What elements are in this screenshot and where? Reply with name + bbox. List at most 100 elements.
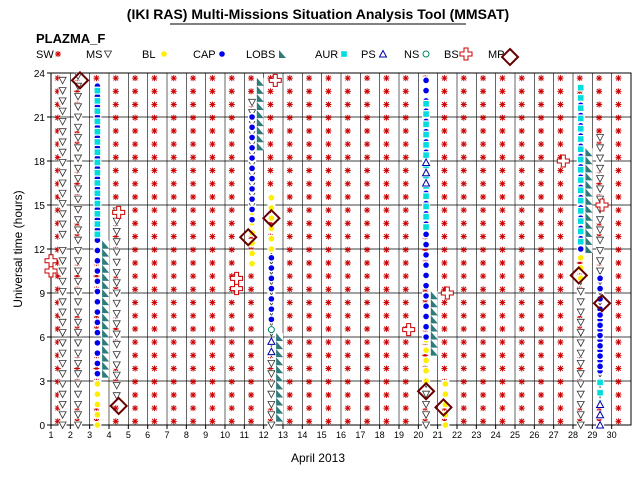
sw-point — [518, 75, 525, 82]
sw-point — [132, 180, 139, 187]
sw-point — [383, 378, 390, 385]
lobs-point — [585, 188, 593, 197]
sw-point — [615, 391, 622, 398]
sw-point — [499, 127, 506, 134]
sw-point — [190, 180, 197, 187]
chart-subtitle: PLAZMA_F — [36, 31, 105, 46]
sw-point — [151, 378, 158, 385]
cap-point — [94, 268, 101, 274]
sw-point — [325, 378, 332, 385]
aur-point — [423, 111, 429, 117]
sw-point — [596, 127, 603, 134]
sw-point — [306, 127, 313, 134]
ms-point — [112, 248, 121, 257]
bs-point — [44, 254, 58, 268]
sw-point — [325, 352, 332, 359]
sw-point — [499, 101, 506, 108]
sw-point — [518, 101, 525, 108]
cap-point — [94, 350, 101, 356]
x-tick-label: 5 — [126, 430, 131, 440]
lobs-point — [256, 134, 264, 143]
y-tick-label: 24 — [34, 69, 46, 80]
sw-point — [170, 220, 177, 227]
sw-point — [306, 273, 313, 280]
x-tick-label: 8 — [184, 430, 189, 440]
sw-point — [344, 88, 351, 95]
aur-point — [94, 98, 101, 104]
sw-point — [441, 180, 448, 187]
sw-point — [538, 312, 545, 319]
lobs-point — [430, 347, 438, 356]
ps-point — [421, 168, 431, 177]
x-axis-ticks: 1 2 3 4 5 6 7 8 9 10 11 12 13 14 15 16 17 18 19 20 21 22 23 24 2… — [48, 425, 617, 440]
cap-point — [423, 313, 429, 320]
cap-point — [94, 340, 101, 346]
cap-point — [597, 275, 603, 282]
sw-point — [557, 286, 564, 293]
sw-point — [286, 167, 293, 174]
sw-point — [190, 220, 197, 227]
ms-point — [58, 247, 67, 255]
sw-point — [190, 273, 197, 280]
sw-point — [190, 88, 197, 95]
sw-point — [383, 246, 390, 253]
ms-point — [267, 421, 276, 430]
sw-point — [209, 365, 216, 372]
ms-point — [112, 279, 121, 288]
sw-point — [325, 259, 332, 266]
sw-point — [228, 180, 235, 187]
lobs-point — [430, 339, 438, 348]
aur-point — [577, 167, 584, 173]
sw-point — [344, 233, 351, 240]
sw-point — [325, 141, 332, 148]
sw-point — [441, 312, 448, 319]
ps-point — [595, 399, 605, 408]
sw-point — [325, 180, 332, 187]
sw-point — [364, 273, 371, 280]
cap-point — [423, 252, 429, 258]
sw-point — [228, 259, 235, 266]
ms-point — [112, 340, 121, 349]
sw-point — [441, 273, 448, 280]
sw-point — [228, 312, 235, 319]
sw-point — [441, 127, 448, 134]
sw-point — [615, 365, 622, 372]
cap-point — [577, 246, 584, 252]
aur-point — [577, 228, 584, 235]
sw-point — [538, 286, 545, 293]
ms-point — [73, 339, 83, 348]
sw-point — [518, 193, 525, 200]
aur-point — [577, 218, 584, 224]
sw-point — [480, 325, 487, 332]
sw-point — [596, 75, 603, 82]
sw-point — [344, 299, 351, 306]
sw-point — [518, 259, 525, 266]
sw-point — [557, 418, 564, 425]
y-tick-label: 21 — [34, 113, 46, 124]
sw-point — [325, 75, 332, 82]
sw-point — [132, 391, 139, 398]
sw-point — [248, 325, 255, 332]
sw-point — [441, 339, 448, 346]
sw-point — [286, 418, 293, 425]
lobs-point — [585, 148, 593, 157]
cap-point — [249, 206, 255, 213]
cap-point — [268, 275, 275, 282]
ms-point — [421, 421, 431, 430]
sw-point — [325, 299, 332, 306]
sw-point — [518, 378, 525, 385]
cap-point — [423, 87, 429, 94]
legend-label: CAP — [193, 49, 216, 61]
sw-point — [460, 286, 467, 293]
sw-point — [615, 325, 622, 332]
sw-point — [480, 180, 487, 187]
sw-point — [344, 101, 351, 108]
sw-point — [248, 88, 255, 95]
x-tick-label: 1 — [48, 430, 53, 440]
ms-point — [595, 185, 605, 194]
ms-point — [576, 349, 585, 358]
sw-point — [441, 233, 448, 240]
sw-point — [538, 220, 545, 227]
sw-point — [344, 167, 351, 174]
ms-point — [267, 380, 276, 389]
